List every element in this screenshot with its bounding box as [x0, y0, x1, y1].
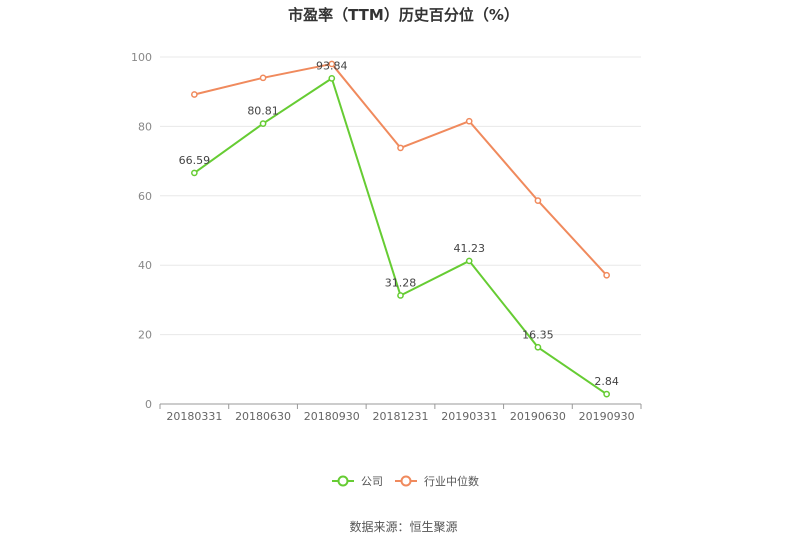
- data-point-industry: [328, 60, 336, 68]
- y-tick-label: 80: [138, 120, 152, 133]
- x-tick-label: 20180630: [235, 410, 291, 423]
- data-point-industry: [534, 197, 542, 205]
- data-point-industry: [259, 74, 267, 82]
- data-point-industry: [191, 91, 198, 98]
- data-point-industry: [397, 144, 404, 152]
- data-label: 16.35: [522, 328, 554, 341]
- data-point-industry: [603, 271, 610, 279]
- x-tick-label: 20180930: [304, 410, 360, 423]
- x-tick-label: 20190930: [579, 410, 635, 423]
- data-point-company: [328, 75, 336, 82]
- data-point-company: [259, 120, 267, 127]
- chart-title: 市盈率（TTM）历史百分位（%）: [288, 6, 519, 24]
- x-tick-label: 20181231: [373, 410, 429, 423]
- y-tick-label: 60: [138, 190, 152, 203]
- data-point-company: [465, 257, 473, 265]
- series-line-industry: [194, 62, 608, 276]
- data-label: 2.84: [594, 375, 619, 388]
- data-label: 93.84: [316, 59, 348, 72]
- data-label: 41.23: [453, 242, 485, 255]
- legend-label: 行业中位数: [424, 474, 479, 488]
- legend-item-company[interactable]: 公司: [332, 475, 383, 488]
- data-point-company: [397, 292, 404, 299]
- series-line-company: [193, 77, 608, 395]
- legend-circle-marker: [400, 475, 412, 487]
- data-label: 80.81: [247, 105, 279, 118]
- axis-layer: 0 20 40 60 80 100 20180331 20180630 20180930 2018…: [131, 51, 642, 423]
- y-tick-label: 100: [131, 51, 152, 64]
- data-point-company: [534, 343, 542, 351]
- data-point-company: [191, 169, 198, 177]
- y-tick-label: 40: [138, 259, 152, 272]
- source-note: 数据来源：恒生聚源: [349, 520, 458, 534]
- y-tick-label: 0: [145, 398, 152, 411]
- legend-item-industry[interactable]: 行业中位数: [395, 474, 479, 488]
- legend-circle-marker: [337, 475, 349, 487]
- x-tick-label: 20190331: [441, 410, 497, 423]
- legend[interactable]: 公司 行业中位数: [332, 474, 479, 488]
- series-layer: [191, 60, 610, 398]
- x-tick-label: 20180331: [166, 410, 222, 423]
- data-label: 66.59: [179, 154, 211, 167]
- data-label: 31.28: [385, 276, 417, 289]
- y-tick-label: 20: [138, 329, 152, 342]
- x-tick-label: 20190630: [510, 410, 566, 423]
- data-point-company: [603, 390, 610, 398]
- legend-label: 公司: [361, 475, 383, 488]
- grid-layer: [160, 56, 641, 336]
- data-label-layer: 66.59 80.81 93.84 31.28 41.23 16.35 2.84: [179, 59, 619, 388]
- data-point-industry: [465, 117, 473, 125]
